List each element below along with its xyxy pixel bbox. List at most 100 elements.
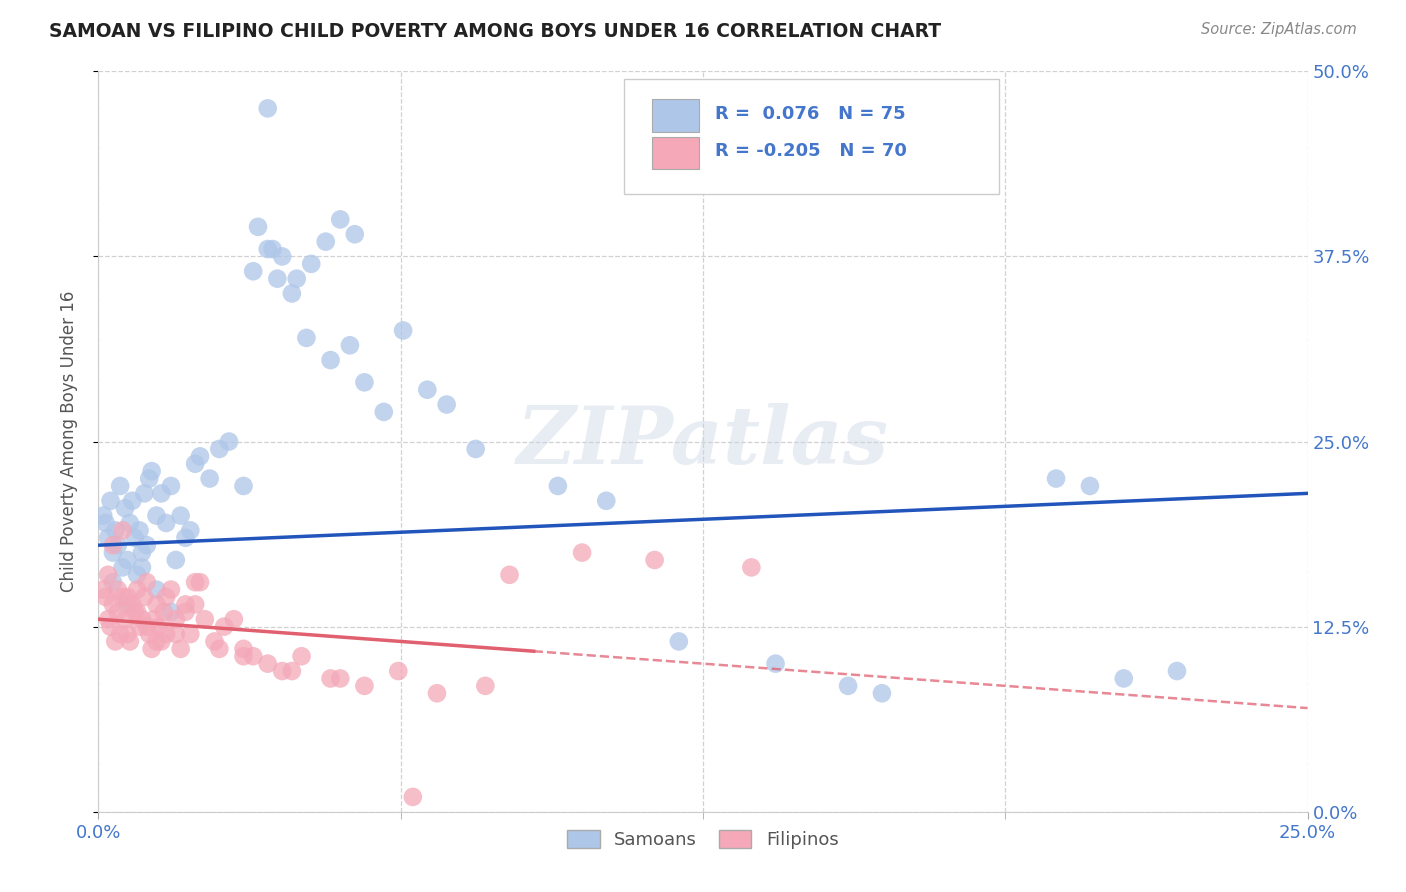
Point [208,641,231,656]
Point [160,582,183,597]
Point [145,598,167,612]
Y-axis label: Child Poverty Among Boys Under 16: Child Poverty Among Boys Under 16 [59,291,77,592]
Point [474,679,496,693]
Point [1078,479,1101,493]
Point [108,479,131,493]
Point [111,590,134,604]
Point [141,464,163,478]
Point [100,619,122,633]
Point [266,271,288,285]
Point [101,575,124,590]
Point [107,582,129,597]
Point [436,398,458,412]
Point [870,686,893,700]
Point [134,486,156,500]
Point [595,493,617,508]
Point [218,434,240,449]
Point [124,605,146,619]
Text: ZIPatlas: ZIPatlas [517,403,889,480]
Point [329,212,352,227]
Point [212,619,235,633]
FancyBboxPatch shape [652,100,699,132]
Point [127,582,149,597]
Point [169,508,191,523]
Point [138,472,160,486]
Point [145,508,167,523]
Point [232,479,254,493]
Point [232,649,254,664]
Point [179,627,201,641]
Point [114,501,136,516]
Point [271,664,294,678]
Point [101,538,124,552]
Point [118,516,141,530]
Point [242,649,264,664]
Point [127,567,149,582]
Point [118,634,141,648]
Point [402,789,425,804]
Point [155,516,177,530]
Point [339,338,361,352]
Point [104,524,127,538]
Point [319,353,342,368]
Text: R =  0.076   N = 75: R = 0.076 N = 75 [716,104,905,122]
Point [247,219,270,234]
Point [114,612,136,626]
Point [188,575,211,590]
Point [184,598,207,612]
Point [1112,672,1135,686]
Point [97,531,120,545]
Point [353,679,375,693]
Point [145,582,167,597]
Point [121,598,143,612]
Point [232,641,254,656]
Point [111,524,134,538]
Point [135,538,157,552]
Point [329,672,352,686]
Point [740,560,762,574]
Point [1045,472,1067,486]
Point [117,627,139,641]
Point [141,641,163,656]
Point [165,627,187,641]
Point [91,508,114,523]
Point [547,479,569,493]
Point [94,590,117,604]
Point [148,619,170,633]
Point [117,553,139,567]
Point [138,627,160,641]
Point [104,634,127,648]
Point [299,257,322,271]
Point [179,524,201,538]
Point [343,227,366,242]
Point [94,516,117,530]
FancyBboxPatch shape [624,78,1000,194]
Point [131,546,153,560]
Point [571,546,593,560]
Point [315,235,337,249]
Point [416,383,439,397]
Point [188,450,211,464]
Point [262,242,284,256]
Point [281,664,304,678]
Point [373,405,395,419]
Point [165,553,187,567]
Point [97,567,120,582]
Point [150,486,173,500]
Point [165,612,187,626]
Point [97,612,120,626]
Point [194,612,217,626]
Point [155,627,177,641]
Point [101,598,124,612]
Legend: Samoans, Filipinos: Samoans, Filipinos [558,821,848,858]
Point [143,612,166,626]
Point [271,250,294,264]
Point [285,271,308,285]
Point [121,493,143,508]
Point [91,582,114,597]
Point [100,493,122,508]
Point [426,686,449,700]
Point [101,546,124,560]
Point [117,590,139,604]
Point [111,560,134,574]
